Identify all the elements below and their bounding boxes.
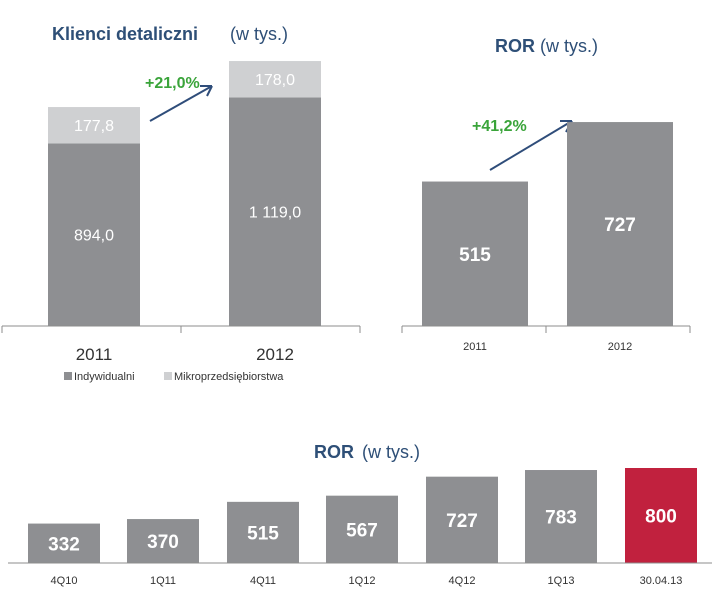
chart3-subtitle: (w tys.) bbox=[362, 442, 420, 462]
chart3-data-label: 515 bbox=[247, 523, 279, 544]
chart1-bar-mikroprzedsiebiorstwa-2011 bbox=[48, 107, 140, 144]
legend-swatch-mikroprzedsiebiorstwa bbox=[164, 372, 172, 380]
chart2-tick-label: 2011 bbox=[463, 341, 487, 353]
chart1-subtitle: (w tys.) bbox=[230, 24, 288, 44]
chart3-tick-label: 1Q12 bbox=[349, 575, 376, 587]
chart3-data-label: 783 bbox=[545, 508, 577, 529]
legend-swatch-indywidualni bbox=[64, 372, 72, 380]
chart-ror-yearly: ROR (w tys.) +41,2% 515 727 2011 2012 bbox=[401, 36, 691, 353]
chart3-tick-label: 30.04.13 bbox=[640, 575, 683, 587]
chart1-title: Klienci detaliczni bbox=[52, 24, 198, 44]
chart3-data-label: 727 bbox=[446, 511, 478, 532]
chart2-tick-label: 2012 bbox=[608, 341, 632, 353]
chart1-tick-label: 2011 bbox=[76, 345, 113, 364]
chart1-bar-indywidualni-2012 bbox=[229, 97, 321, 326]
chart-klienci-detaliczni: Klienci detaliczni (w tys.) +21,0% 894,0… bbox=[1, 24, 361, 383]
chart3-bar-30.04.13 bbox=[625, 468, 697, 563]
chart2-subtitle: (w tys.) bbox=[540, 36, 598, 56]
chart-ror-quarterly: ROR (w tys.) 332 370 515 567 727 783 800 4Q10 1… bbox=[8, 442, 712, 587]
chart3-data-label: 332 bbox=[48, 534, 80, 555]
chart3-bar-1Q13 bbox=[525, 470, 597, 563]
legend-label-indywidualni: Indywidualni bbox=[74, 371, 135, 383]
chart2-data-label: 727 bbox=[604, 215, 636, 236]
chart1-data-label: 178,0 bbox=[255, 72, 295, 89]
chart3-tick-label: 4Q12 bbox=[449, 575, 476, 587]
chart3-tick-label: 4Q10 bbox=[51, 575, 78, 587]
chart2-title: ROR bbox=[495, 36, 535, 56]
chart3-tick-label: 1Q13 bbox=[548, 575, 575, 587]
chart3-bar-1Q12 bbox=[326, 495, 398, 563]
chart3-bar-1Q11 bbox=[127, 519, 199, 563]
chart2-bar-2012 bbox=[567, 122, 673, 326]
chart3-bar-4Q10 bbox=[28, 523, 100, 563]
chart3-data-label: 800 bbox=[645, 507, 677, 528]
chart1-data-label: 177,8 bbox=[74, 118, 114, 135]
chart2-growth-arrow bbox=[489, 120, 573, 171]
chart3-tick-label: 1Q11 bbox=[150, 575, 176, 587]
chart3-bar-4Q12 bbox=[426, 476, 498, 563]
chart1-bar-mikroprzedsiebiorstwa-2012 bbox=[229, 61, 321, 98]
chart1-growth-arrow bbox=[149, 85, 213, 122]
chart2-bar-2011 bbox=[422, 181, 528, 326]
chart1-data-label: 894,0 bbox=[74, 228, 114, 245]
chart2-growth-annotation: +41,2% bbox=[472, 118, 527, 135]
chart1-tick-label: 2012 bbox=[256, 345, 294, 364]
chart1-data-label: 1 119,0 bbox=[249, 205, 301, 222]
chart3-data-label: 370 bbox=[147, 532, 179, 553]
chart1-growth-annotation: +21,0% bbox=[145, 75, 200, 92]
chart3-title: ROR bbox=[314, 442, 354, 462]
chart3-bar-4Q11 bbox=[227, 501, 299, 563]
legend-label-mikroprzedsiebiorstwa: Mikroprzedsiębiorstwa bbox=[174, 371, 284, 383]
chart3-data-label: 567 bbox=[346, 520, 378, 541]
chart2-data-label: 515 bbox=[459, 245, 491, 266]
chart1-growth-arrowhead bbox=[200, 85, 213, 97]
chart1-bar-indywidualni-2011 bbox=[48, 143, 140, 326]
chart3-tick-label: 4Q11 bbox=[250, 575, 276, 587]
